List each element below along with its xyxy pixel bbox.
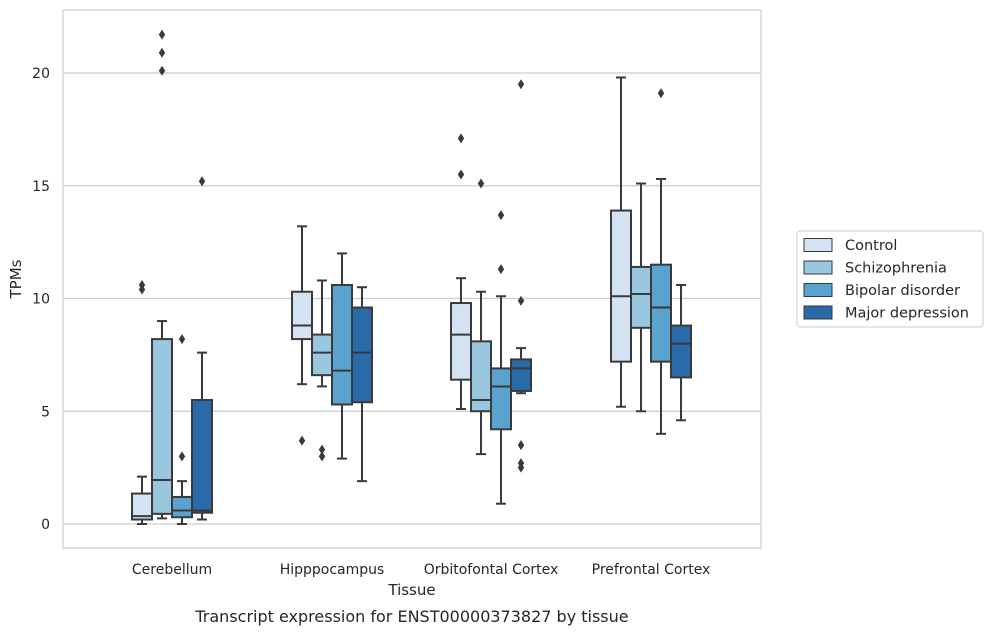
box-orbitofontal-cortex: [510, 79, 532, 473]
legend-label: Schizophrenia: [845, 261, 947, 277]
iqr-box: [151, 338, 173, 515]
outlier-point: [178, 334, 186, 345]
iqr-box: [291, 290, 313, 341]
x-axis-label: Tissue: [387, 581, 435, 599]
iqr-box: [191, 398, 213, 514]
y-axis-label: TPMs: [7, 259, 25, 299]
outlier-point: [158, 65, 166, 76]
y-tick-label: 15: [32, 179, 50, 195]
legend-label: Bipolar disorder: [845, 283, 960, 299]
outlier-point: [178, 451, 186, 462]
outlier-point: [298, 435, 306, 446]
outlier-point: [497, 210, 505, 221]
box-hipppocampus: [351, 286, 373, 483]
iqr-box: [171, 495, 193, 519]
legend-swatch: [803, 283, 833, 297]
outlier-point: [457, 169, 465, 180]
y-tick-label: 0: [41, 517, 50, 533]
series-major-depression: [191, 79, 692, 521]
legend-label: Major depression: [845, 306, 969, 322]
series-schizophrenia: [151, 29, 652, 520]
x-tick-label: Cerebellum: [132, 562, 212, 578]
x-tick-label: Orbitofontal Cortex: [424, 562, 559, 578]
outlier-point: [318, 451, 326, 462]
box-prefrontal-cortex: [670, 283, 692, 422]
box-cerebellum: [191, 176, 213, 521]
iqr-box: [450, 302, 472, 381]
iqr-box: [670, 324, 692, 379]
box-orbitofontal-cortex: [490, 210, 512, 505]
outlier-point: [477, 178, 485, 189]
legend-label: Control: [845, 238, 897, 254]
outlier-point: [517, 462, 525, 473]
iqr-box: [490, 367, 512, 431]
box-orbitofontal-cortex: [470, 178, 492, 456]
outlier-point: [457, 133, 465, 144]
box-prefrontal-cortex: [650, 88, 672, 435]
y-tick-label: 20: [32, 66, 50, 82]
legend-swatch: [803, 238, 833, 252]
iqr-box: [650, 263, 672, 363]
x-tick-label: Hipppocampus: [280, 562, 385, 578]
outlier-point: [657, 88, 665, 99]
outlier-point: [198, 176, 206, 187]
box-cerebellum: [131, 279, 153, 525]
box-cerebellum: [171, 334, 193, 525]
outlier-point: [158, 29, 166, 40]
legend-swatch: [803, 305, 833, 320]
y-tick-label: 10: [32, 292, 50, 308]
chart-caption: Transcript expression for ENST0000037382…: [194, 607, 628, 626]
box-hipppocampus: [291, 225, 313, 446]
outlier-point: [318, 444, 326, 455]
iqr-box: [510, 358, 532, 392]
outlier-point: [158, 47, 166, 58]
box-prefrontal-cortex: [630, 182, 652, 413]
y-tick-label: 5: [41, 404, 50, 420]
iqr-box: [311, 333, 333, 377]
box-orbitofontal-cortex: [450, 133, 472, 410]
legend-frame: [796, 230, 984, 328]
y-tick-labels: 0 5 10 15 20: [32, 66, 50, 533]
iqr-box: [610, 209, 632, 363]
x-tick-labels: Cerebellum Hipppocampus Orbitofontal Corte…: [132, 562, 710, 578]
outlier-point: [138, 279, 146, 290]
outlier-point: [517, 79, 525, 90]
box-hipppocampus: [331, 252, 353, 460]
iqr-box: [331, 283, 353, 406]
iqr-box: [630, 265, 652, 329]
outlier-point: [517, 295, 525, 306]
outlier-point: [497, 264, 505, 275]
legend: Control Schizophrenia Bipolar disorder Majo…: [796, 230, 984, 328]
x-tick-label: Prefrontal Cortex: [592, 562, 711, 578]
iqr-box: [351, 306, 373, 404]
series-control: [131, 76, 632, 525]
box-cerebellum: [151, 29, 173, 520]
series-bipolar-disorder: [171, 88, 672, 525]
outlier-point: [517, 440, 525, 451]
box-series: [131, 29, 692, 525]
box-hipppocampus: [311, 279, 333, 462]
legend-swatch: [803, 260, 833, 275]
